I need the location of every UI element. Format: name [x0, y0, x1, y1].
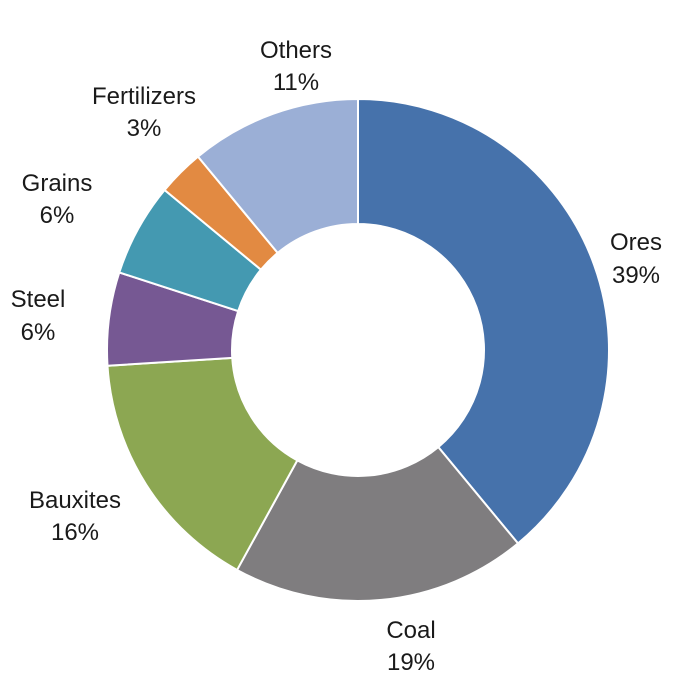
slice-bauxites: [106, 356, 299, 572]
slice-label-fertilizers: Fertilizers: [92, 83, 196, 110]
slice-coal: [235, 445, 520, 602]
slice-value-steel: 6%: [21, 319, 56, 346]
slices-group: [106, 97, 610, 602]
slice-others: [196, 97, 359, 255]
labels-group: Ores 39% Coal 19% Bauxites 16% Steel 6% Grains 6%…: [11, 37, 662, 676]
slice-value-coal: 19%: [387, 649, 435, 676]
slice-label-coal: Coal: [386, 617, 435, 644]
slice-value-ores: 39%: [612, 262, 660, 289]
slice-label-bauxites: Bauxites: [29, 487, 121, 514]
slice-label-others: Others: [260, 37, 332, 64]
slice-label-ores: Ores: [610, 229, 662, 256]
slice-value-grains: 6%: [40, 202, 75, 229]
slice-ores: [357, 97, 610, 545]
slice-value-bauxites: 16%: [51, 519, 99, 546]
slice-label-steel: Steel: [11, 286, 66, 313]
slice-value-others: 11%: [273, 69, 319, 96]
slice-label-grains: Grains: [22, 170, 93, 197]
slice-value-fertilizers: 3%: [127, 115, 162, 142]
